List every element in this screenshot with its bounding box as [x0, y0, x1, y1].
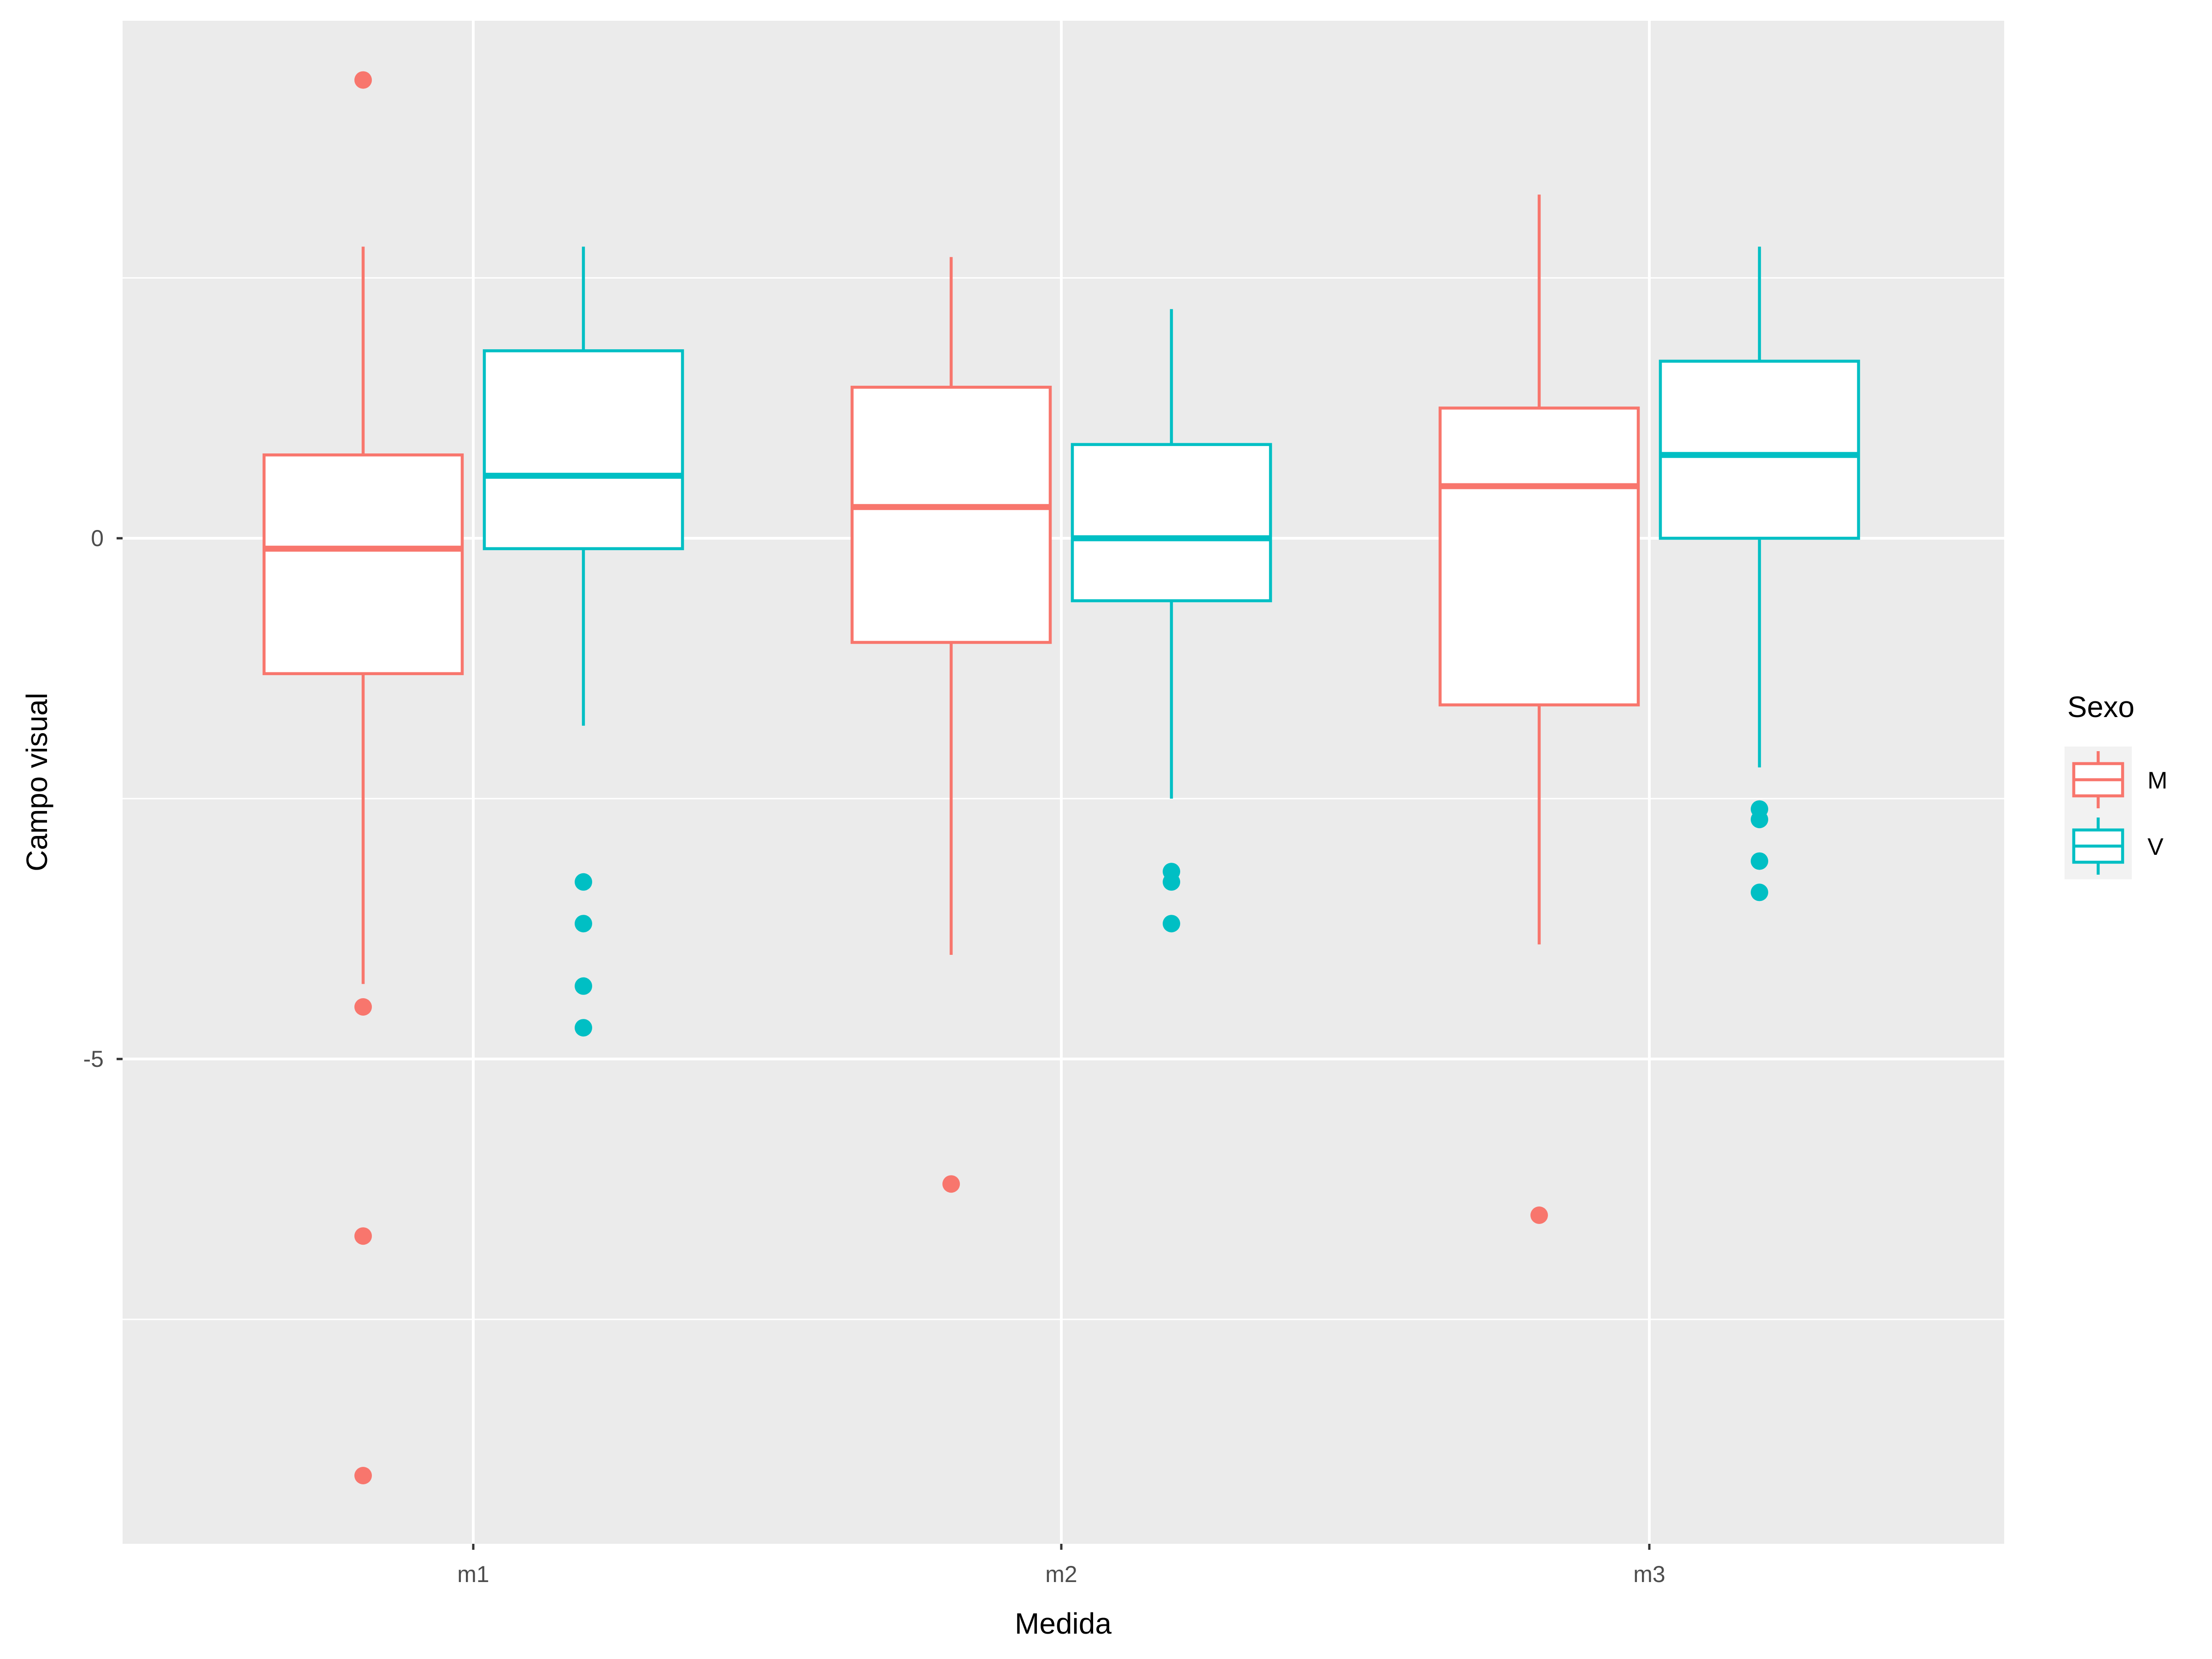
y-tick-label: -5	[83, 1046, 104, 1072]
x-axis-title: Medida	[1015, 1607, 1112, 1640]
box-iqr	[1071, 443, 1272, 602]
axis-tick-labels: 0 -5 m1 m2 m3	[83, 525, 1665, 1587]
outlier-point	[575, 873, 592, 891]
y-tick-label: 0	[91, 525, 104, 551]
legend-label: M	[2147, 767, 2167, 794]
box-iqr	[482, 349, 684, 550]
outlier-point	[575, 1019, 592, 1037]
x-tick-label: m1	[457, 1561, 489, 1587]
legend-keys: MV	[2072, 751, 2167, 875]
outlier-point	[1751, 811, 1768, 829]
box-V-m2	[1071, 309, 1272, 933]
legend-key-V: V	[2072, 818, 2164, 875]
outlier-point	[354, 71, 372, 89]
outlier-point	[1751, 883, 1768, 901]
outlier-point	[1163, 915, 1180, 933]
box-V-m1	[482, 247, 684, 1037]
box-M-m1	[262, 71, 464, 1484]
outlier-point	[1163, 873, 1180, 891]
outlier-point	[354, 1467, 372, 1484]
outlier-point	[1751, 852, 1768, 870]
box-iqr	[1659, 359, 1860, 540]
box-iqr	[850, 386, 1052, 644]
outlier-point	[1530, 1206, 1548, 1224]
box-M-m2	[850, 257, 1052, 1193]
box-iqr	[1438, 406, 1640, 706]
outlier-point	[575, 915, 592, 933]
legend-title: Sexo	[2067, 690, 2135, 724]
x-tick-label: m2	[1045, 1561, 1077, 1587]
outlier-point	[354, 998, 372, 1016]
x-tick-label: m3	[1633, 1561, 1665, 1587]
outlier-point	[575, 977, 592, 995]
outlier-point	[942, 1175, 960, 1193]
outlier-point	[354, 1227, 372, 1245]
box-iqr	[262, 453, 464, 676]
legend-key-M: M	[2072, 751, 2167, 808]
box-M-m3	[1438, 194, 1640, 1224]
plot-panel	[123, 21, 2004, 1544]
y-axis-title: Campo visual	[20, 693, 53, 871]
legend: Sexo MV	[2065, 690, 2167, 879]
legend-label: V	[2147, 834, 2164, 860]
box-V-m3	[1659, 247, 1860, 901]
box-layer	[262, 71, 1860, 1484]
